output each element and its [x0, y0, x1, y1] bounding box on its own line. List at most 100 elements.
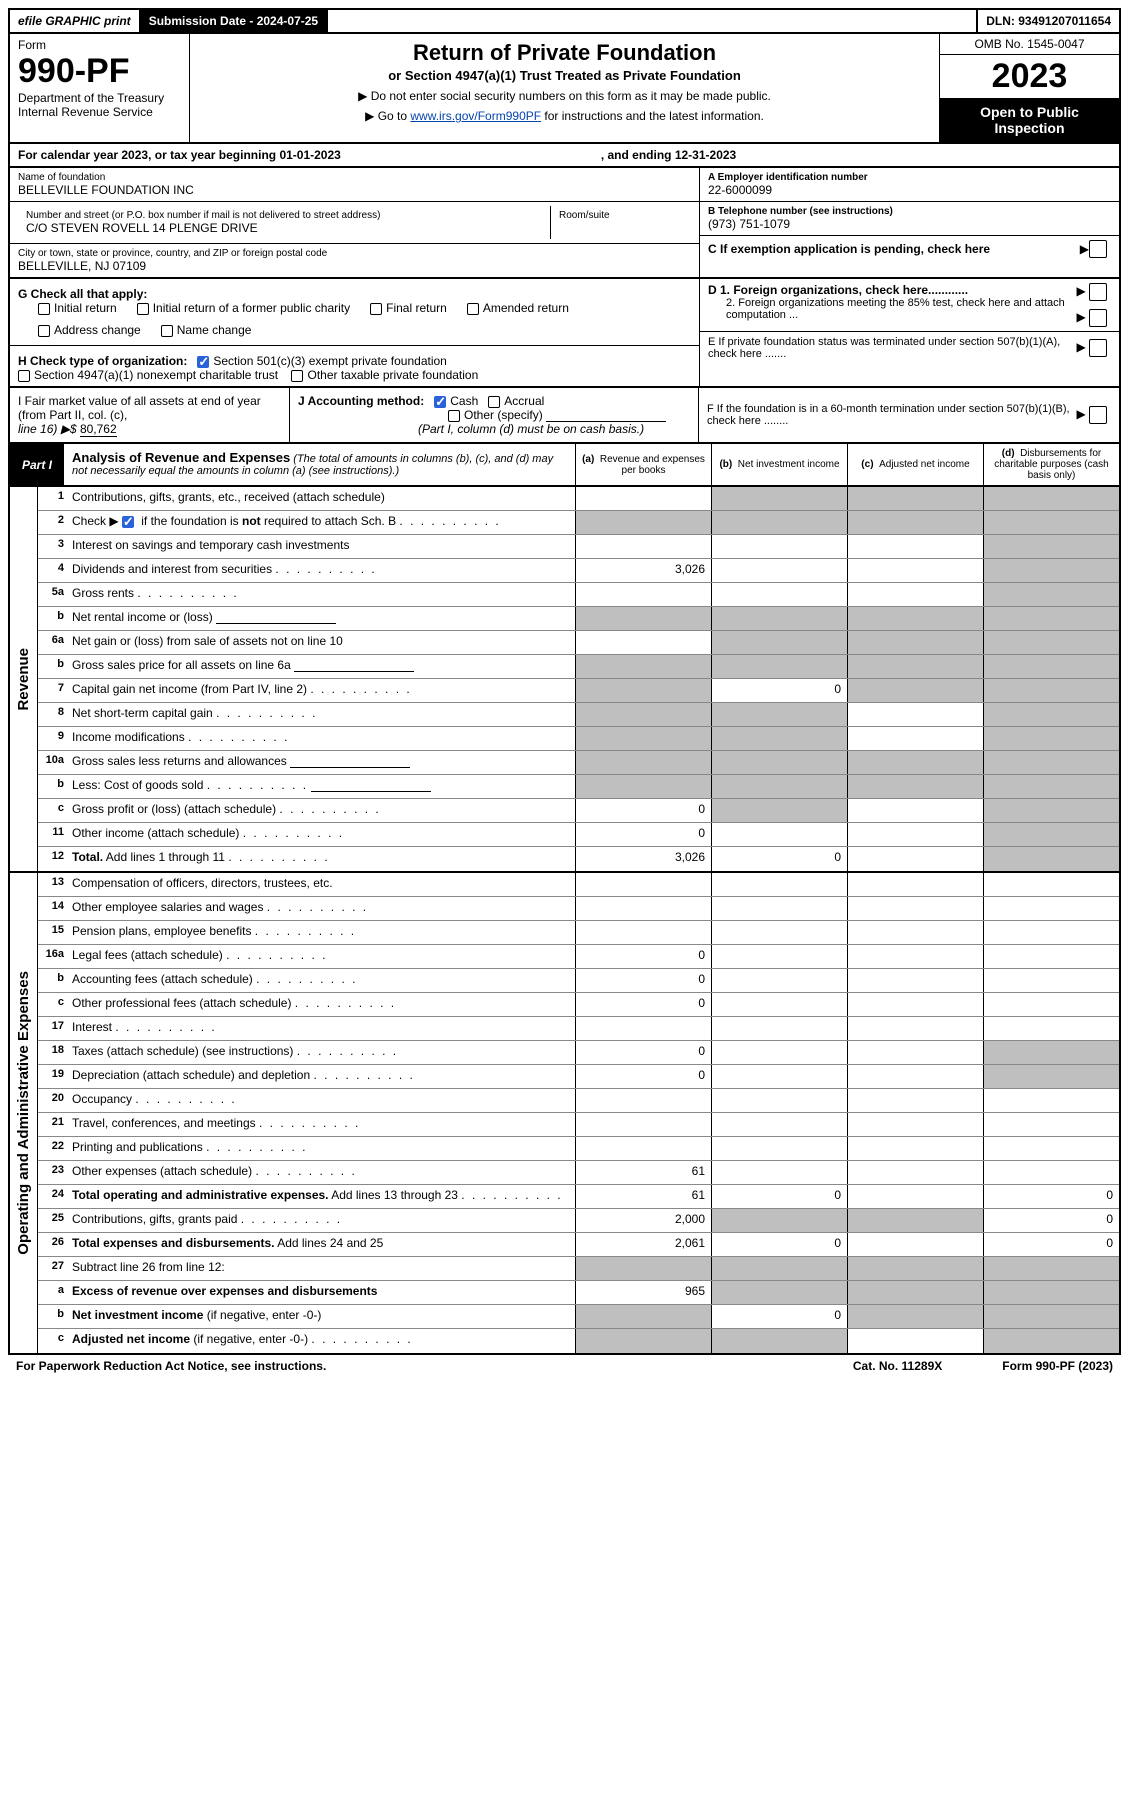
table-row: 18Taxes (attach schedule) (see instructi…: [38, 1041, 1119, 1065]
tax-year: 2023: [940, 55, 1119, 98]
table-cell: [711, 897, 847, 920]
table-cell: [711, 921, 847, 944]
omb-number: OMB No. 1545-0047: [940, 34, 1119, 55]
h-4947-checkbox[interactable]: [18, 370, 30, 382]
table-cell: [983, 559, 1119, 582]
row-label: Depreciation (attach schedule) and deple…: [68, 1065, 575, 1088]
table-cell: [847, 775, 983, 798]
g-amended-checkbox[interactable]: [467, 303, 479, 315]
row-number: 14: [38, 897, 68, 920]
table-cell: [847, 607, 983, 630]
row-label: Gross rents: [68, 583, 575, 606]
row-number: c: [38, 993, 68, 1016]
expenses-side-label: Operating and Administrative Expenses: [10, 873, 38, 1353]
table-cell: [711, 1017, 847, 1040]
g-name-change-checkbox[interactable]: [161, 325, 173, 337]
row-number: c: [38, 799, 68, 822]
row-number: 13: [38, 873, 68, 896]
table-cell: [711, 1065, 847, 1088]
h-other-checkbox[interactable]: [291, 370, 303, 382]
table-row: cGross profit or (loss) (attach schedule…: [38, 799, 1119, 823]
table-cell: [847, 1257, 983, 1280]
table-cell: [575, 535, 711, 558]
open-inspection: Open to Public Inspection: [940, 98, 1119, 142]
j-other-checkbox[interactable]: [448, 410, 460, 422]
row-number: 6a: [38, 631, 68, 654]
d1-checkbox[interactable]: [1089, 283, 1107, 301]
col-b-header: (b) Net investment income: [711, 444, 847, 485]
col-a-header: (a) Revenue and expenses per books: [575, 444, 711, 485]
footer: For Paperwork Reduction Act Notice, see …: [8, 1355, 1121, 1377]
row-number: b: [38, 969, 68, 992]
irs-link[interactable]: www.irs.gov/Form990PF: [410, 109, 541, 123]
table-row: 5aGross rents: [38, 583, 1119, 607]
row-label: Total expenses and disbursements. Add li…: [68, 1233, 575, 1256]
g-address-change-checkbox[interactable]: [38, 325, 50, 337]
row-number: 20: [38, 1089, 68, 1112]
g-label: G Check all that apply:: [18, 287, 147, 301]
row-number: a: [38, 1281, 68, 1304]
table-cell: [575, 679, 711, 702]
f-label: F If the foundation is in a 60-month ter…: [707, 403, 1076, 427]
row-label: Legal fees (attach schedule): [68, 945, 575, 968]
paperwork-notice: For Paperwork Reduction Act Notice, see …: [16, 1359, 326, 1373]
row-label: Income modifications: [68, 727, 575, 750]
table-cell: 0: [575, 945, 711, 968]
f-checkbox[interactable]: [1089, 406, 1107, 424]
row-label: Other income (attach schedule): [68, 823, 575, 846]
table-row: 7Capital gain net income (from Part IV, …: [38, 679, 1119, 703]
expenses-table: Operating and Administrative Expenses 13…: [8, 873, 1121, 1355]
table-cell: [711, 583, 847, 606]
table-row: bGross sales price for all assets on lin…: [38, 655, 1119, 679]
header-left: Form 990-PF Department of the Treasury I…: [10, 34, 190, 142]
table-cell: [711, 607, 847, 630]
table-row: 12Total. Add lines 1 through 11 3,0260: [38, 847, 1119, 871]
table-cell: [847, 583, 983, 606]
table-cell: [711, 1137, 847, 1160]
g-final-return-checkbox[interactable]: [370, 303, 382, 315]
table-cell: [847, 1137, 983, 1160]
row-label: Net rental income or (loss): [68, 607, 575, 630]
note-ssn: ▶ Do not enter social security numbers o…: [198, 89, 931, 103]
table-cell: [983, 583, 1119, 606]
table-cell: 965: [575, 1281, 711, 1304]
schb-checkbox[interactable]: [122, 516, 134, 528]
j-cash-checkbox[interactable]: [434, 396, 446, 408]
fmv-value: 80,762: [80, 422, 117, 437]
calendar-year-row: For calendar year 2023, or tax year begi…: [8, 144, 1121, 168]
c-checkbox[interactable]: [1089, 240, 1107, 258]
c-label: C If exemption application is pending, c…: [708, 242, 1080, 256]
table-cell: [847, 751, 983, 774]
form-ref: Form 990-PF (2023): [1002, 1359, 1113, 1373]
table-cell: [847, 727, 983, 750]
table-cell: [847, 945, 983, 968]
row-number: 8: [38, 703, 68, 726]
g-initial-public-checkbox[interactable]: [137, 303, 149, 315]
e-checkbox[interactable]: [1089, 339, 1107, 357]
table-cell: [847, 535, 983, 558]
table-cell: 0: [575, 1065, 711, 1088]
city-state-zip: BELLEVILLE, NJ 07109: [18, 259, 691, 273]
d2-checkbox[interactable]: [1089, 309, 1107, 327]
table-cell: [983, 1017, 1119, 1040]
table-cell: [983, 921, 1119, 944]
row-label: Contributions, gifts, grants paid: [68, 1209, 575, 1232]
h-501c3-checkbox[interactable]: [197, 356, 209, 368]
table-cell: 0: [575, 969, 711, 992]
irs-label: Internal Revenue Service: [18, 105, 181, 119]
row-number: b: [38, 607, 68, 630]
table-cell: [983, 1113, 1119, 1136]
g-initial-return-checkbox[interactable]: [38, 303, 50, 315]
table-cell: [847, 823, 983, 846]
table-cell: [711, 969, 847, 992]
table-cell: 61: [575, 1161, 711, 1184]
row-label: Compensation of officers, directors, tru…: [68, 873, 575, 896]
row-number: 27: [38, 1257, 68, 1280]
table-cell: [575, 1329, 711, 1353]
table-cell: 0: [711, 1305, 847, 1328]
table-cell: [575, 727, 711, 750]
row-label: Interest: [68, 1017, 575, 1040]
row-number: 18: [38, 1041, 68, 1064]
j-accrual-checkbox[interactable]: [488, 396, 500, 408]
table-cell: [847, 993, 983, 1016]
